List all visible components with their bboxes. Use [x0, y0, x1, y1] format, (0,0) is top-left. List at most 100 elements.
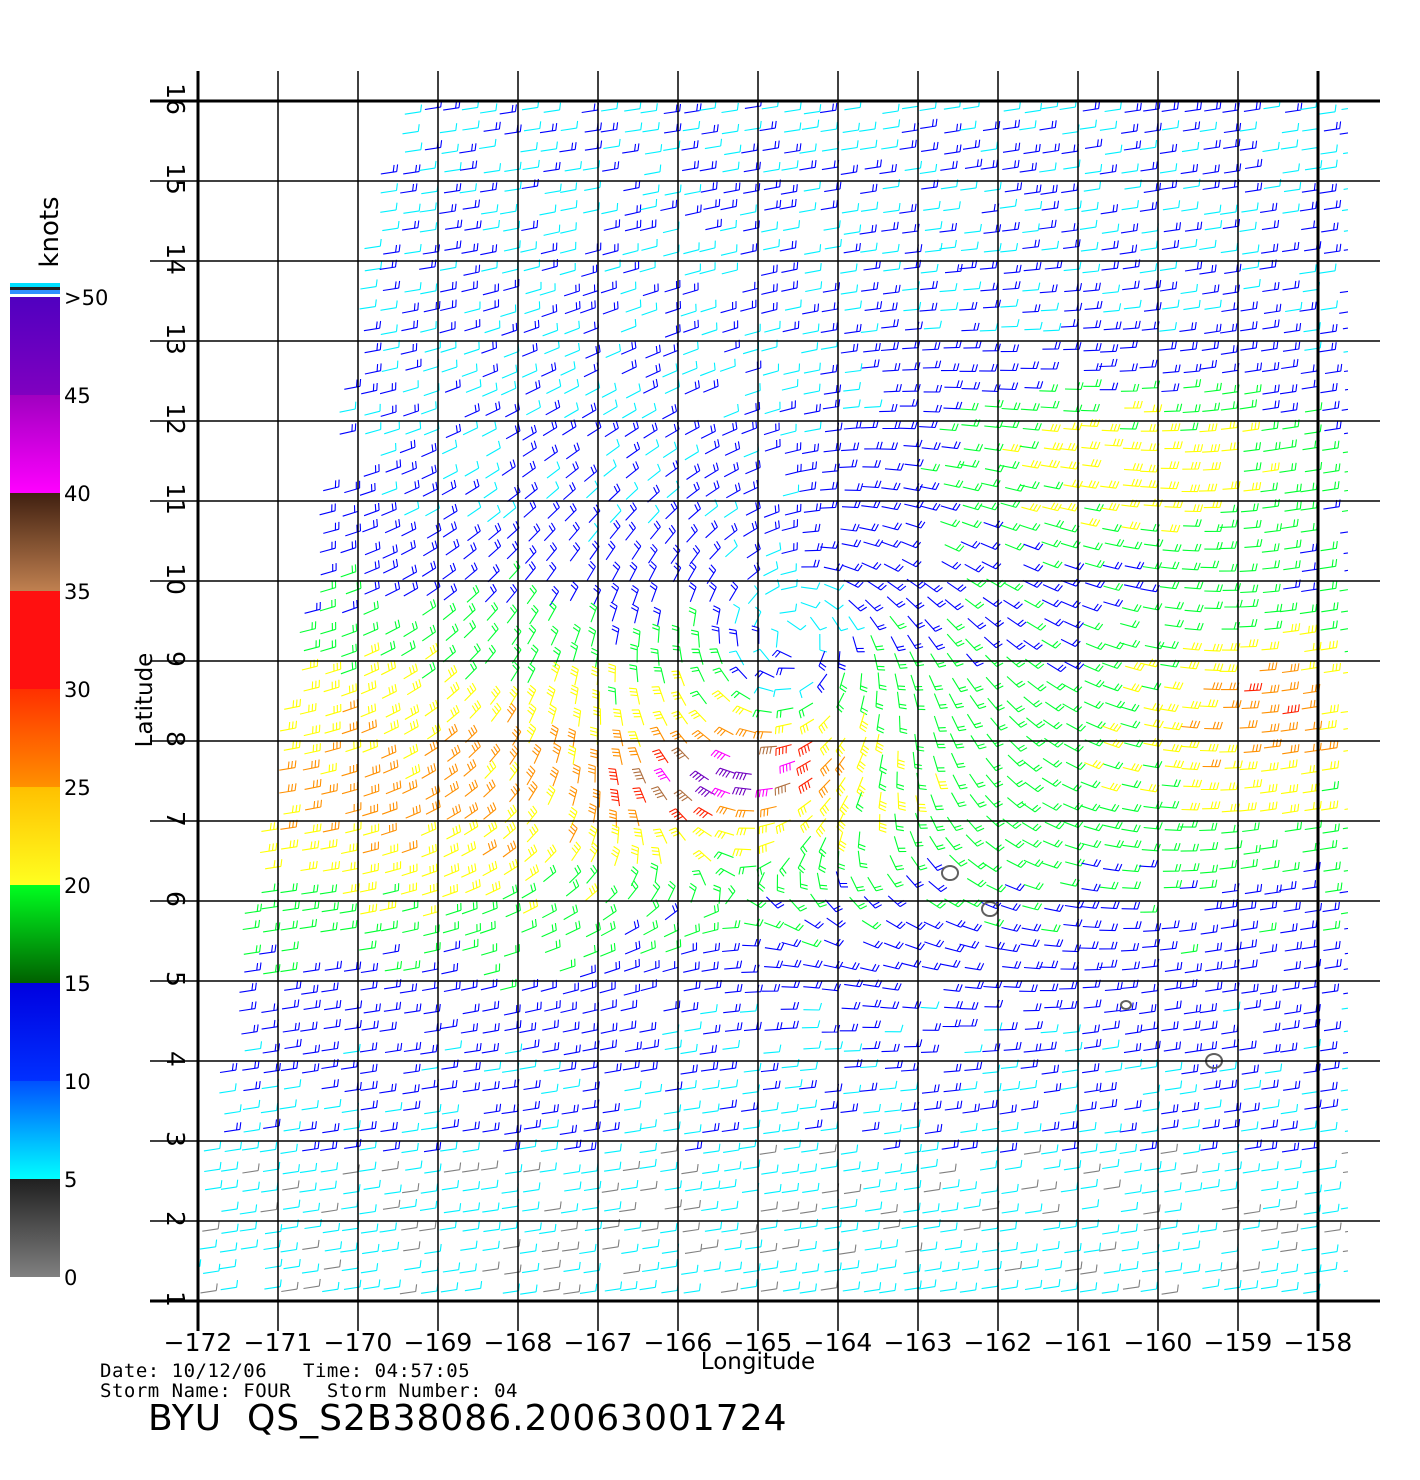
wind-barb: [1141, 223, 1159, 234]
wind-barb: [1239, 618, 1258, 628]
wind-barb: [579, 1141, 597, 1153]
wind-barb: [660, 1161, 678, 1173]
wind-barb: [1302, 879, 1320, 890]
wind-barb: [600, 999, 617, 1012]
wind-barb: [501, 459, 516, 476]
wind-barb: [462, 1142, 480, 1153]
wind-barb: [608, 483, 621, 502]
wind-barb: [1320, 640, 1338, 651]
wind-barb: [523, 499, 537, 518]
wind-barb: [1120, 1223, 1138, 1234]
wind-barb: [1239, 802, 1257, 812]
wind-barb: [785, 463, 802, 476]
wind-barb: [563, 1164, 581, 1175]
wind-barb: [1083, 701, 1104, 710]
wind-barb: [1200, 1140, 1218, 1151]
wind-barb: [1223, 122, 1242, 134]
wind-barb: [443, 940, 461, 953]
wind-barb: [1140, 523, 1160, 532]
wind-barb: [583, 320, 600, 335]
wind-barb: [861, 920, 882, 930]
wind-barb: [1204, 101, 1222, 112]
wind-barb: [319, 884, 338, 895]
wind-barb: [641, 1221, 659, 1232]
wind-barb: [631, 603, 640, 624]
wind-barb: [505, 1043, 523, 1055]
wind-barb: [1040, 1024, 1059, 1034]
wind-barb: [843, 243, 861, 254]
wind-barb: [462, 1181, 481, 1192]
wind-barb: [364, 403, 381, 416]
wind-barb: [902, 1001, 922, 1009]
wind-barb: [986, 884, 1007, 893]
wind-barb: [490, 702, 502, 722]
wind-barb: [1083, 542, 1103, 551]
wind-barb: [764, 320, 781, 333]
wind-barb: [859, 736, 870, 757]
wind-barbs: [198, 101, 1348, 1295]
wind-barb: [819, 1144, 837, 1155]
wind-barb: [572, 707, 582, 727]
wind-barb: [1204, 942, 1223, 953]
wind-barb: [682, 160, 700, 172]
wind-barb: [662, 1024, 680, 1035]
wind-barb: [439, 1220, 457, 1231]
wind-barb: [1162, 544, 1182, 552]
wind-barb: [673, 789, 693, 802]
wind-barb: [823, 938, 844, 947]
wind-barb: [364, 580, 380, 595]
wind-barb: [1282, 1019, 1300, 1031]
wind-barb: [361, 719, 377, 734]
wind-barb: [549, 766, 559, 787]
wind-barb: [1079, 1122, 1097, 1133]
wind-barb: [280, 720, 298, 732]
wind-barb: [1324, 1181, 1342, 1192]
wind-barb: [300, 1021, 318, 1032]
wind-barb: [1281, 358, 1299, 370]
wind-barb: [1344, 569, 1348, 572]
wind-barb: [562, 982, 579, 995]
wind-barb: [1261, 1262, 1279, 1273]
wind-barb: [1282, 704, 1300, 715]
wind-barb: [1080, 1264, 1098, 1275]
wind-barb: [722, 942, 740, 953]
wind-barb: [321, 982, 339, 993]
wind-barb: [1202, 164, 1220, 175]
wind-barb: [1342, 1250, 1348, 1253]
wind-barb: [928, 636, 946, 651]
wind-barb: [482, 299, 500, 312]
wind-barb: [1081, 201, 1099, 212]
wind-barb: [1024, 1123, 1042, 1134]
wind-barb: [581, 402, 597, 419]
wind-barb: [1263, 738, 1282, 749]
wind-barb: [702, 1103, 720, 1114]
wind-barb: [426, 723, 442, 740]
wind-barb: [579, 1243, 597, 1255]
wind-barb: [1343, 152, 1348, 155]
wind-barb: [1202, 1162, 1220, 1174]
wind-barb: [1139, 1004, 1157, 1015]
wind-barb: [588, 763, 596, 783]
wind-barb: [1244, 883, 1263, 895]
wind-barb: [1161, 383, 1180, 393]
wind-barb: [483, 1222, 501, 1233]
wind-barb: [560, 182, 578, 193]
wind-barb: [1301, 182, 1320, 193]
wind-barb: [1261, 723, 1280, 733]
wind-barb: [1042, 719, 1063, 730]
wind-barb: [1260, 783, 1278, 794]
wind-barb: [1224, 599, 1243, 608]
wind-barb: [987, 697, 1005, 712]
wind-barb: [879, 1182, 898, 1193]
wind-barb: [705, 520, 718, 539]
wind-barb: [905, 520, 926, 529]
wind-barb: [859, 523, 879, 532]
wind-barb: [731, 786, 752, 796]
wind-barb: [1139, 140, 1158, 151]
wind-barb: [969, 695, 987, 710]
wind-barb: [922, 1023, 942, 1031]
wind-barb: [609, 504, 622, 523]
wind-barb: [563, 283, 580, 297]
lat-tick-label-15: 16: [161, 83, 190, 115]
wind-barb: [719, 1060, 738, 1071]
